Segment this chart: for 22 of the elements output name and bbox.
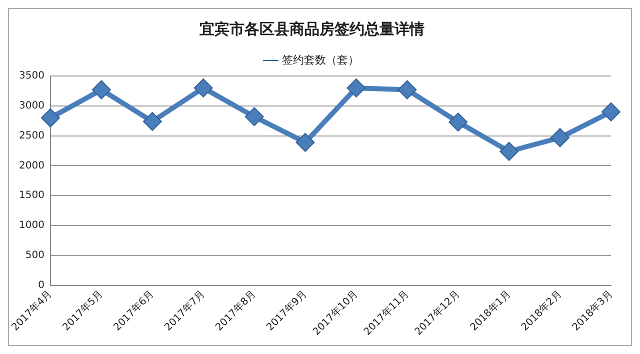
y-tick-label: 3500: [18, 70, 44, 82]
point: [448, 112, 468, 132]
point: [142, 112, 162, 131]
point: [346, 78, 366, 98]
chart-title: 宜宾市各区县商品房签约总量详情: [200, 20, 424, 38]
point: [244, 107, 264, 126]
y-tick-label: 1500: [18, 190, 44, 202]
point: [398, 80, 417, 100]
point: [296, 132, 315, 152]
point: [500, 142, 519, 161]
y-tick-label: 3000: [18, 100, 44, 112]
point: [194, 78, 213, 98]
legend-label: 签约套数（套）: [282, 53, 359, 66]
point: [92, 80, 111, 100]
y-tick-label: 0: [38, 280, 44, 291]
y-tick-label: 500: [25, 250, 44, 262]
y-tick-label: 2000: [18, 160, 44, 172]
y-tick-label: 2500: [18, 130, 44, 142]
point: [40, 108, 60, 128]
point: [602, 102, 620, 122]
y-tick-label: 1000: [18, 220, 44, 232]
point: [550, 128, 570, 148]
